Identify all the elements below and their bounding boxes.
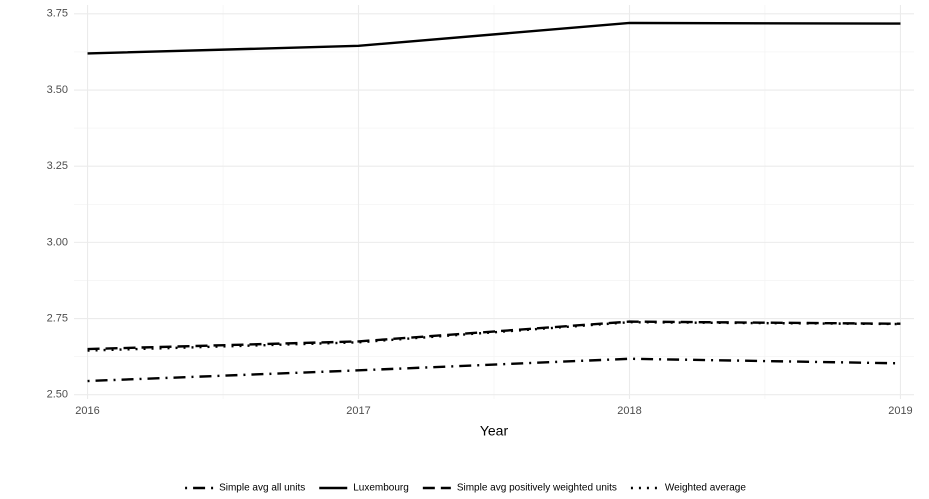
y-tick-label: 2.75 xyxy=(47,312,68,324)
series-line xyxy=(87,320,901,351)
legend-label: Simple avg positively weighted units xyxy=(457,483,617,494)
y-tick-label: 3.00 xyxy=(47,236,68,248)
legend-label: Simple avg all units xyxy=(219,483,305,494)
x-axis-title: Year xyxy=(480,423,509,439)
y-tick-label: 3.25 xyxy=(47,160,68,172)
x-tick-label: 2016 xyxy=(75,405,99,417)
series-line xyxy=(87,357,901,383)
series-line xyxy=(87,21,901,55)
x-tick-label: 2018 xyxy=(617,405,641,417)
y-tick-label: 3.50 xyxy=(47,84,68,96)
x-tick-label: 2017 xyxy=(346,405,370,417)
legend-label: Luxembourg xyxy=(353,483,409,494)
y-tick-label: 3.75 xyxy=(47,8,68,20)
y-tick-label: 2.50 xyxy=(47,389,68,401)
legend-label: Weighted average xyxy=(665,483,746,494)
x-tick-label: 2019 xyxy=(888,405,912,417)
